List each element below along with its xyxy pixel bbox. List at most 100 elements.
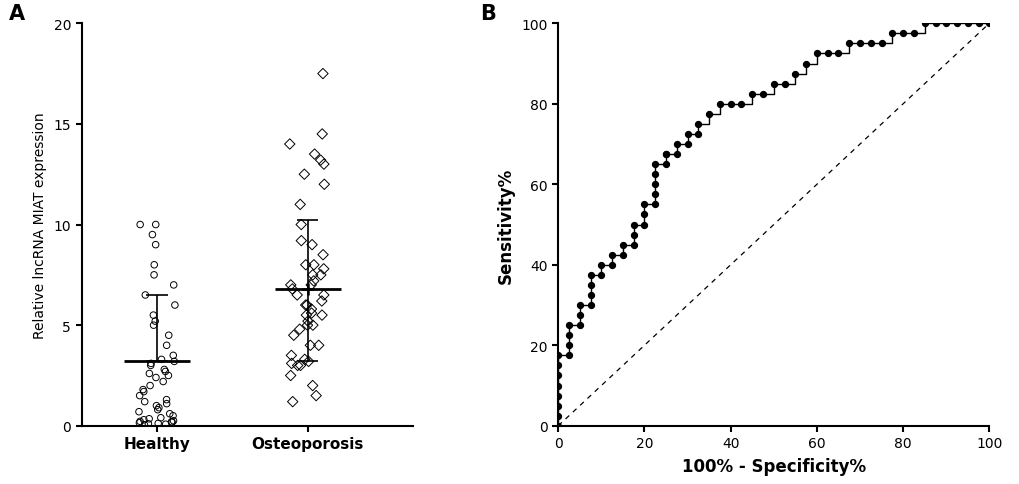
Point — [711, 101, 728, 108]
Point — [163, 418, 179, 426]
Point — [969, 20, 985, 28]
Point — [603, 251, 620, 259]
Point — [754, 91, 770, 98]
Point — [700, 111, 716, 119]
Point — [288, 291, 305, 299]
Point — [926, 20, 943, 28]
Point — [603, 261, 620, 269]
Point — [593, 261, 609, 269]
Point — [818, 50, 835, 58]
Point — [313, 298, 329, 305]
Point — [560, 332, 577, 339]
Point — [765, 81, 782, 89]
Point — [549, 412, 566, 420]
Point — [636, 201, 652, 209]
Point — [150, 406, 166, 414]
Point — [160, 372, 176, 379]
Point — [571, 302, 587, 309]
Point — [165, 417, 181, 425]
Point — [158, 396, 174, 404]
Point — [721, 101, 738, 108]
Point — [312, 157, 328, 165]
Point — [582, 272, 598, 279]
Point — [136, 416, 152, 424]
X-axis label: 100% - Specificity%: 100% - Specificity% — [681, 457, 865, 475]
Point — [980, 20, 997, 28]
Point — [614, 242, 631, 249]
Point — [305, 272, 321, 279]
Point — [141, 415, 157, 423]
Point — [646, 201, 662, 209]
Point — [679, 131, 695, 138]
Point — [657, 161, 674, 169]
Point — [291, 326, 308, 333]
Point — [143, 362, 159, 370]
Point — [636, 211, 652, 219]
Point — [161, 410, 177, 418]
Point — [151, 404, 167, 412]
Point — [298, 312, 314, 319]
Point — [625, 242, 641, 249]
Point — [625, 221, 641, 229]
Point — [549, 402, 566, 409]
Point — [646, 171, 662, 179]
Point — [137, 421, 153, 429]
Point — [302, 342, 318, 349]
Point — [549, 422, 566, 430]
Point — [668, 151, 685, 159]
Point — [549, 352, 566, 360]
Point — [284, 398, 301, 406]
Point — [146, 261, 162, 269]
Point — [282, 372, 299, 379]
Point — [297, 356, 313, 363]
Point — [549, 362, 566, 370]
Point — [143, 360, 159, 367]
Point — [872, 41, 889, 48]
Point — [157, 368, 173, 376]
Point — [862, 41, 878, 48]
Point — [153, 356, 169, 363]
Point — [298, 302, 314, 309]
Point — [300, 318, 316, 325]
Point — [148, 402, 164, 409]
Point — [679, 141, 695, 149]
Point — [306, 151, 322, 159]
Point — [646, 191, 662, 199]
Point — [166, 302, 182, 309]
Point — [808, 50, 824, 58]
Point — [883, 30, 900, 38]
Point — [310, 342, 326, 349]
Point — [304, 242, 320, 249]
Point — [145, 312, 161, 319]
Point — [646, 181, 662, 189]
Point — [148, 221, 164, 229]
Y-axis label: Sensitivity%: Sensitivity% — [496, 167, 514, 283]
Point — [147, 318, 163, 325]
Point — [148, 242, 164, 249]
Point — [166, 358, 182, 365]
Point — [668, 141, 685, 149]
Point — [582, 302, 598, 309]
Point — [625, 231, 641, 239]
Point — [283, 352, 300, 360]
Point — [948, 20, 964, 28]
Point — [315, 265, 331, 273]
Point — [155, 378, 171, 386]
Point — [158, 342, 174, 349]
Point — [298, 261, 314, 269]
Point — [131, 419, 148, 427]
Point — [142, 382, 158, 390]
Point — [316, 181, 332, 189]
Point — [292, 362, 309, 370]
Point — [549, 382, 566, 390]
Point — [306, 261, 322, 269]
Point — [560, 342, 577, 349]
Point — [282, 282, 299, 289]
Point — [316, 161, 332, 169]
Point — [292, 237, 309, 245]
Point — [146, 322, 162, 330]
Point — [299, 302, 315, 309]
Point — [131, 392, 148, 400]
Point — [549, 372, 566, 379]
Point — [308, 392, 324, 400]
